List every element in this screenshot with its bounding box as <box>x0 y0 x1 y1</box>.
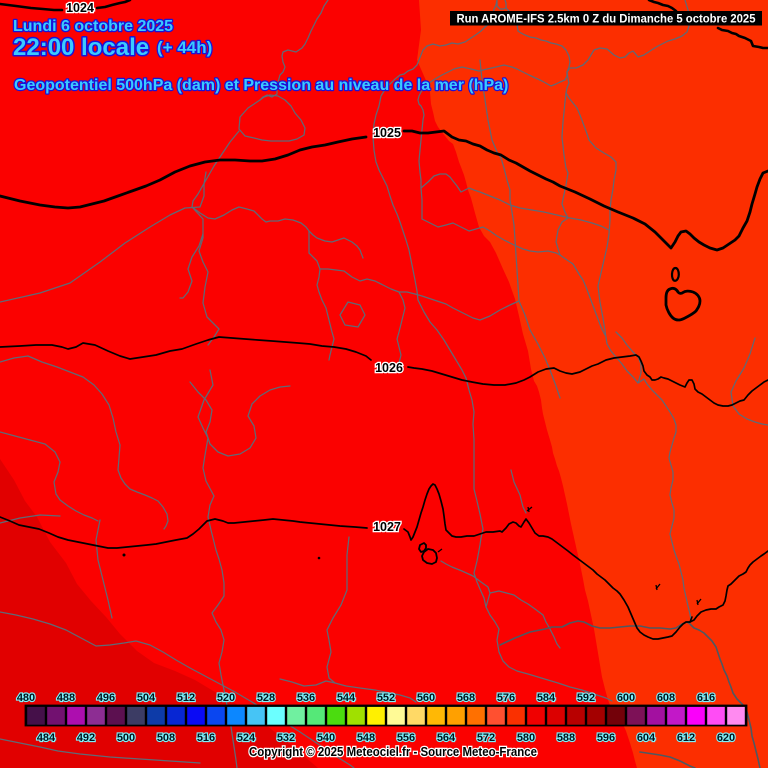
svg-text:Copyright © 2025 Meteociel.fr: Copyright © 2025 Meteociel.fr - Source M… <box>249 744 537 759</box>
svg-text:588: 588 <box>557 732 575 744</box>
svg-text:500: 500 <box>117 732 135 744</box>
svg-text:Geopotentiel 500hPa (dam) et P: Geopotentiel 500hPa (dam) et Pression au… <box>14 77 508 94</box>
svg-text:532: 532 <box>277 732 295 744</box>
svg-text:536: 536 <box>297 692 315 704</box>
svg-text:512: 512 <box>177 692 195 704</box>
svg-text:596: 596 <box>597 732 615 744</box>
svg-text:592: 592 <box>577 692 595 704</box>
svg-text:568: 568 <box>457 692 475 704</box>
svg-text:616: 616 <box>697 692 715 704</box>
svg-text:584: 584 <box>537 692 556 704</box>
svg-text:492: 492 <box>77 732 95 744</box>
svg-text:580: 580 <box>517 732 535 744</box>
svg-text:612: 612 <box>677 732 695 744</box>
svg-text:524: 524 <box>237 732 256 744</box>
svg-text:600: 600 <box>617 692 635 704</box>
svg-text:576: 576 <box>497 692 515 704</box>
svg-text:544: 544 <box>337 692 356 704</box>
svg-text:484: 484 <box>37 732 56 744</box>
svg-text:572: 572 <box>477 732 495 744</box>
svg-text:540: 540 <box>317 732 335 744</box>
svg-text:496: 496 <box>97 692 115 704</box>
svg-text:548: 548 <box>357 732 375 744</box>
svg-text:516: 516 <box>197 732 215 744</box>
svg-text:1026: 1026 <box>375 361 403 375</box>
svg-text:520: 520 <box>217 692 235 704</box>
svg-text:Run AROME-IFS 2.5km 0 Z du Dim: Run AROME-IFS 2.5km 0 Z du Dimanche 5 oc… <box>457 12 756 26</box>
svg-text:620: 620 <box>717 732 735 744</box>
svg-text:608: 608 <box>657 692 675 704</box>
svg-text:552: 552 <box>377 692 395 704</box>
svg-text:488: 488 <box>57 692 75 704</box>
svg-text:1025: 1025 <box>373 126 401 140</box>
svg-text:480: 480 <box>17 692 35 704</box>
svg-text:564: 564 <box>437 732 456 744</box>
svg-text:560: 560 <box>417 692 435 704</box>
svg-text:504: 504 <box>137 692 156 704</box>
svg-text:556: 556 <box>397 732 415 744</box>
svg-text:528: 528 <box>257 692 275 704</box>
svg-text:1027: 1027 <box>373 520 401 534</box>
svg-text:1024: 1024 <box>66 1 94 15</box>
svg-text:22:00 locale: 22:00 locale <box>13 34 149 61</box>
svg-text:(+ 44h): (+ 44h) <box>157 38 212 57</box>
svg-text:Lundi 6 octobre 2025: Lundi 6 octobre 2025 <box>13 18 173 35</box>
svg-text:508: 508 <box>157 732 175 744</box>
svg-text:604: 604 <box>637 732 656 744</box>
